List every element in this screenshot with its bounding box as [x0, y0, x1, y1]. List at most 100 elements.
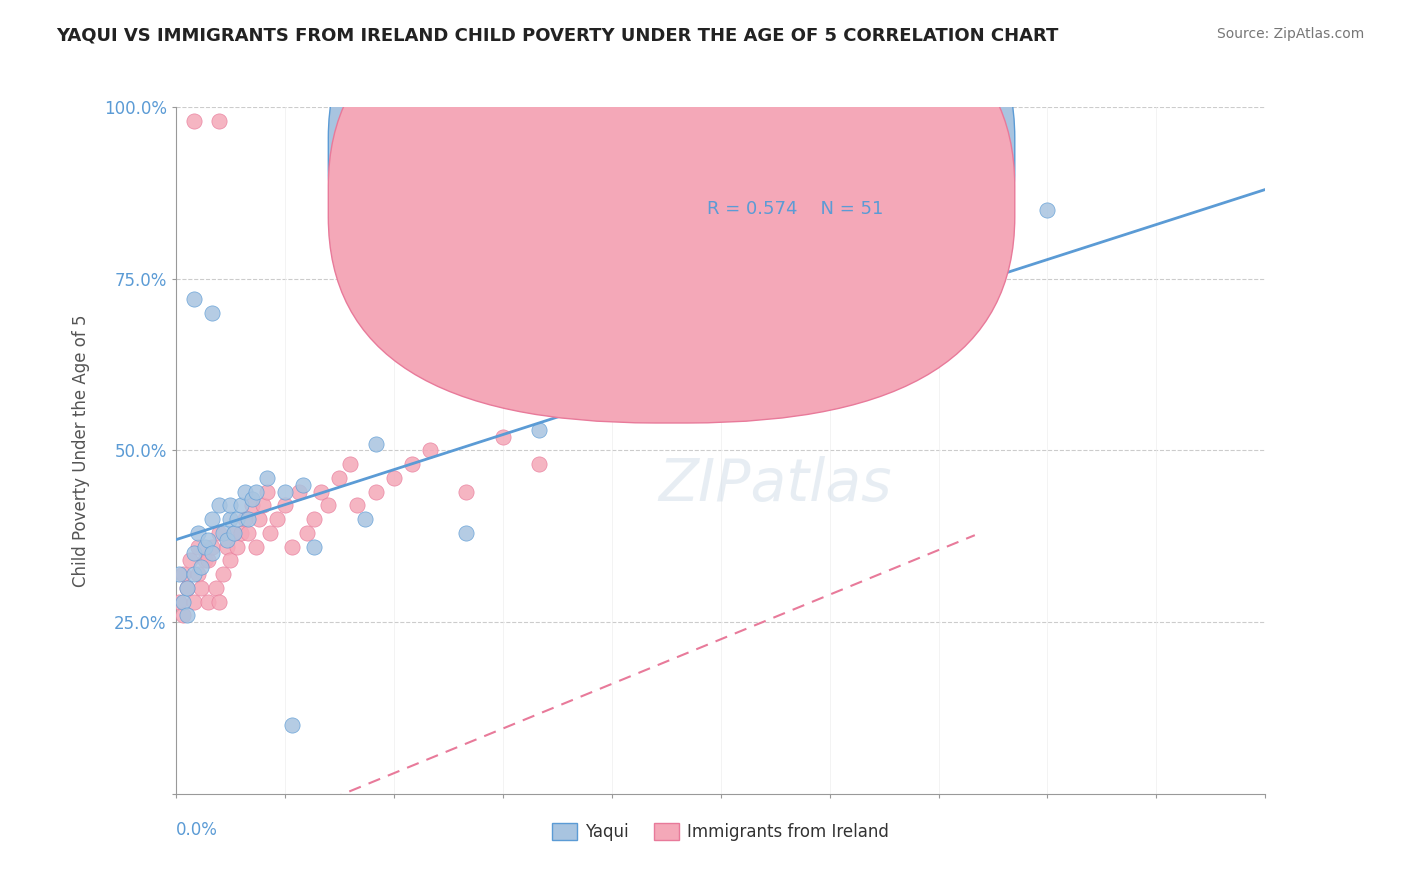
Point — [353, 512, 375, 526]
Point — [247, 512, 270, 526]
Point — [197, 533, 219, 547]
Point — [208, 499, 231, 513]
Text: 0.0%: 0.0% — [176, 822, 218, 839]
Point — [186, 567, 209, 582]
Point — [252, 499, 274, 513]
Point — [527, 423, 550, 437]
Point — [176, 581, 198, 595]
FancyBboxPatch shape — [329, 0, 1015, 375]
Point — [231, 499, 253, 513]
Point — [194, 540, 217, 554]
Point — [274, 484, 297, 499]
Point — [256, 471, 278, 485]
Point — [169, 594, 191, 608]
Point — [245, 484, 267, 499]
Point — [492, 430, 515, 444]
Point — [201, 306, 224, 320]
Point — [183, 594, 205, 608]
Point — [281, 540, 304, 554]
Point — [233, 512, 256, 526]
Point — [240, 499, 263, 513]
Point — [288, 484, 311, 499]
Point — [215, 540, 238, 554]
Point — [339, 457, 361, 471]
Point — [309, 484, 332, 499]
Point — [201, 546, 224, 561]
Point — [179, 553, 201, 567]
Point — [197, 553, 219, 567]
Point — [219, 499, 242, 513]
Point — [281, 718, 304, 732]
Point — [201, 512, 224, 526]
Point — [364, 436, 387, 450]
Point — [190, 560, 212, 574]
Point — [527, 457, 550, 471]
Point — [172, 594, 194, 608]
Point — [183, 546, 205, 561]
Point — [183, 113, 205, 128]
Point — [382, 471, 405, 485]
Point — [259, 525, 281, 540]
Point — [437, 340, 460, 354]
Point — [295, 525, 318, 540]
Point — [318, 499, 340, 513]
Point — [328, 471, 350, 485]
Point — [186, 540, 209, 554]
Point — [183, 567, 205, 582]
Point — [176, 581, 198, 595]
Point — [346, 499, 368, 513]
Point — [208, 594, 231, 608]
Point — [256, 484, 278, 499]
Point — [190, 581, 212, 595]
Point — [215, 533, 238, 547]
FancyBboxPatch shape — [329, 0, 1015, 423]
Y-axis label: Child Poverty Under the Age of 5: Child Poverty Under the Age of 5 — [72, 314, 90, 587]
Point — [201, 540, 224, 554]
Text: Source: ZipAtlas.com: Source: ZipAtlas.com — [1216, 27, 1364, 41]
Point — [226, 540, 249, 554]
Point — [194, 553, 217, 567]
Point — [291, 478, 314, 492]
Point — [172, 608, 194, 623]
Point — [172, 567, 194, 582]
Point — [456, 525, 478, 540]
Point — [240, 491, 263, 506]
Point — [302, 540, 325, 554]
Point — [219, 512, 242, 526]
Point — [208, 525, 231, 540]
Point — [226, 512, 249, 526]
Point — [222, 525, 245, 540]
Text: YAQUI VS IMMIGRANTS FROM IRELAND CHILD POVERTY UNDER THE AGE OF 5 CORRELATION CH: YAQUI VS IMMIGRANTS FROM IRELAND CHILD P… — [56, 27, 1059, 45]
Point — [419, 443, 441, 458]
Point — [745, 319, 768, 334]
Text: R = 0.381    N = 35: R = 0.381 N = 35 — [707, 152, 884, 169]
Point — [245, 540, 267, 554]
Text: R = 0.574    N = 51: R = 0.574 N = 51 — [707, 200, 884, 218]
Text: ZIPatlas: ZIPatlas — [658, 457, 891, 513]
Point — [231, 525, 253, 540]
Point — [183, 293, 205, 307]
FancyBboxPatch shape — [633, 135, 993, 244]
Point — [401, 457, 423, 471]
Point — [1036, 203, 1059, 218]
Point — [302, 512, 325, 526]
Point — [197, 594, 219, 608]
Point — [727, 293, 749, 307]
Point — [186, 525, 209, 540]
Point — [233, 484, 256, 499]
Legend: Yaqui, Immigrants from Ireland: Yaqui, Immigrants from Ireland — [546, 816, 896, 847]
Point — [928, 251, 950, 265]
Point — [212, 525, 235, 540]
Point — [176, 608, 198, 623]
Point — [274, 499, 297, 513]
Point — [238, 512, 260, 526]
Point — [238, 525, 260, 540]
Point — [169, 567, 191, 582]
Point — [208, 113, 231, 128]
Point — [600, 388, 623, 402]
Point — [222, 525, 245, 540]
Point — [456, 484, 478, 499]
Point — [364, 484, 387, 499]
Point — [266, 512, 288, 526]
Point — [204, 581, 226, 595]
